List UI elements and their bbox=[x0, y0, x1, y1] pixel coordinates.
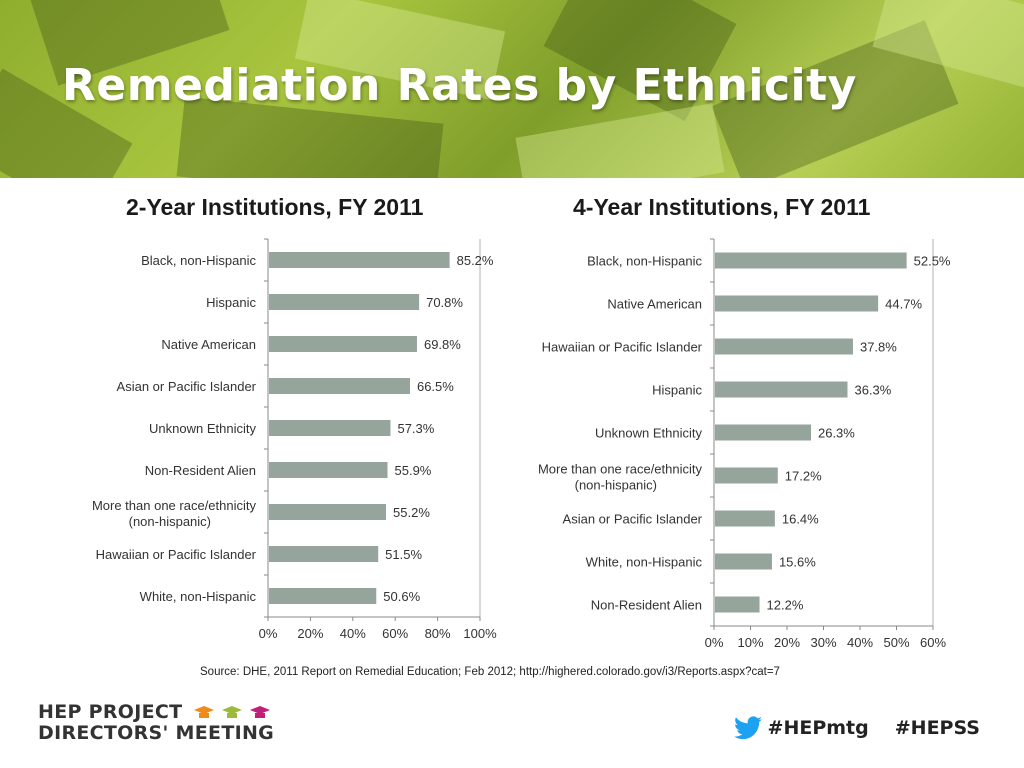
bar bbox=[715, 553, 772, 570]
category-label: Hawaiian or Pacific Islander bbox=[542, 340, 703, 355]
data-label: 85.2% bbox=[457, 253, 494, 268]
data-label: 55.2% bbox=[393, 505, 430, 520]
x-tick-label: 30% bbox=[810, 635, 836, 650]
slide-title: Remediation Rates by Ethnicity bbox=[62, 60, 857, 111]
category-label: Non-Resident Alien bbox=[591, 598, 702, 613]
category-label: Non-Resident Alien bbox=[145, 463, 256, 478]
data-label: 12.2% bbox=[767, 598, 804, 613]
data-label: 66.5% bbox=[417, 379, 454, 394]
bar bbox=[269, 294, 420, 310]
category-label: Hispanic bbox=[652, 383, 702, 398]
data-label: 50.6% bbox=[383, 589, 420, 604]
category-label: Hispanic bbox=[206, 295, 256, 310]
category-label: White, non-Hispanic bbox=[140, 589, 257, 604]
chart-title-4-year: 4-Year Institutions, FY 2011 bbox=[573, 194, 871, 220]
bar bbox=[715, 295, 879, 312]
category-label: Unknown Ethnicity bbox=[149, 421, 256, 436]
data-label: 57.3% bbox=[397, 421, 434, 436]
data-label: 70.8% bbox=[426, 295, 463, 310]
x-tick-label: 20% bbox=[297, 626, 323, 641]
category-label: Hawaiian or Pacific Islander bbox=[96, 547, 257, 562]
x-tick-label: 60% bbox=[920, 635, 946, 650]
x-tick-label: 50% bbox=[883, 635, 909, 650]
category-label: Unknown Ethnicity bbox=[595, 426, 702, 441]
data-label: 55.9% bbox=[395, 463, 432, 478]
data-label: 16.4% bbox=[782, 512, 819, 527]
bar bbox=[715, 596, 760, 613]
bar bbox=[269, 546, 379, 562]
logo-line-1: HEP PROJECT bbox=[38, 701, 183, 723]
category-label: Asian or Pacific Islander bbox=[563, 512, 703, 527]
x-tick-label: 0% bbox=[705, 635, 724, 650]
category-label: More than one race/ethnicity (non-hispani… bbox=[538, 462, 703, 493]
category-label: More than one race/ethnicity (non-hispani… bbox=[92, 498, 257, 529]
category-label: White, non-Hispanic bbox=[586, 555, 703, 570]
data-label: 37.8% bbox=[860, 340, 897, 355]
category-label: Native American bbox=[161, 337, 256, 352]
bar bbox=[715, 338, 853, 355]
bar bbox=[715, 467, 778, 484]
graduation-caps-icon bbox=[194, 705, 271, 718]
twitter-bird-icon bbox=[733, 716, 762, 740]
data-label: 36.3% bbox=[854, 383, 891, 398]
bar bbox=[269, 252, 450, 268]
bar bbox=[715, 381, 848, 398]
x-tick-label: 40% bbox=[847, 635, 873, 650]
data-label: 52.5% bbox=[914, 254, 951, 269]
x-tick-label: 80% bbox=[425, 626, 451, 641]
category-label: Black, non-Hispanic bbox=[587, 254, 702, 269]
data-label: 44.7% bbox=[885, 297, 922, 312]
bar bbox=[269, 378, 410, 394]
bar bbox=[269, 588, 377, 604]
data-label: 69.8% bbox=[424, 337, 461, 352]
bar bbox=[269, 504, 387, 520]
hashtag-hepss[interactable]: #HEPSS bbox=[894, 717, 980, 739]
data-label: 26.3% bbox=[818, 426, 855, 441]
header-banner: Remediation Rates by Ethnicity bbox=[0, 0, 1024, 178]
category-label: Asian or Pacific Islander bbox=[117, 379, 257, 394]
chart-title-2-year: 2-Year Institutions, FY 2011 bbox=[126, 194, 424, 220]
data-label: 17.2% bbox=[785, 469, 822, 484]
x-tick-label: 60% bbox=[382, 626, 408, 641]
hep-logo: HEP PROJECT DIRECTORS' MEETING bbox=[38, 702, 276, 744]
x-tick-label: 20% bbox=[774, 635, 800, 650]
bar bbox=[269, 462, 388, 478]
x-tick-label: 10% bbox=[737, 635, 763, 650]
data-label: 51.5% bbox=[385, 547, 422, 562]
bar bbox=[715, 424, 811, 441]
x-tick-label: 40% bbox=[340, 626, 366, 641]
category-label: Native American bbox=[607, 297, 702, 312]
category-label: Black, non-Hispanic bbox=[141, 253, 256, 268]
x-tick-label: 0% bbox=[259, 626, 278, 641]
logo-line-2: DIRECTORS' MEETING bbox=[38, 722, 275, 744]
bar bbox=[269, 420, 391, 436]
hashtags: #HEPmtg #HEPSS bbox=[733, 716, 980, 740]
bar bbox=[715, 510, 775, 527]
x-tick-label: 100% bbox=[463, 626, 497, 641]
data-label: 15.6% bbox=[779, 555, 816, 570]
bar bbox=[715, 252, 907, 269]
bar bbox=[269, 336, 417, 352]
hashtag-hepmtg[interactable]: #HEPmtg bbox=[767, 717, 869, 739]
source-citation: Source: DHE, 2011 Report on Remedial Edu… bbox=[200, 666, 780, 678]
